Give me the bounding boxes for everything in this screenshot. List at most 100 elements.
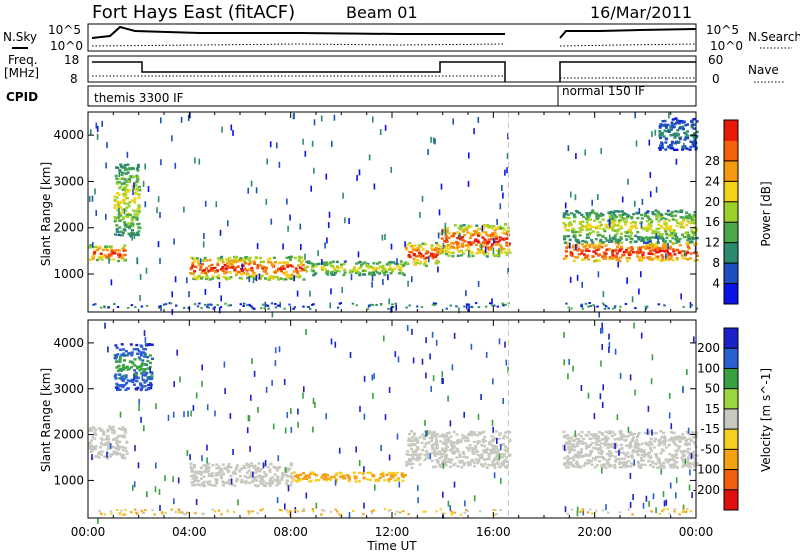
power-cell [468,249,472,252]
power-near-range-cell [567,306,570,309]
power-scatter-point [390,306,392,313]
velocity-cell [497,458,500,462]
power-near-range-cell [391,303,394,306]
velocity-cell [411,442,415,446]
power-cell [587,258,591,261]
power-cell [122,182,126,185]
velocity-cell [115,439,119,442]
power-cell [562,235,566,238]
power-scatter-point [341,287,343,293]
power-near-range-cell [420,306,424,309]
power-cell [213,266,217,270]
power-cell [627,257,631,260]
power-cell [675,235,679,239]
power-cell [643,241,646,244]
power-cell [566,213,570,216]
velocity-colorbar-tick-label: -50 [700,442,720,456]
velocity-cell [145,371,149,375]
velocity-scatter-point [629,502,632,508]
power-scatter-point [465,290,467,297]
velocity-colorbar-frame [723,327,739,511]
power-cell [297,276,301,279]
velocity-cell [411,454,415,458]
velocity-cell [458,461,462,464]
power-cell [130,219,134,222]
power-scatter-point [481,225,484,232]
velocity-scatter-point [284,503,286,510]
power-cell [635,211,639,215]
velocity-cell [231,472,235,475]
power-scatter-point [90,129,92,136]
power-cell [116,177,120,181]
velocity-cell [99,453,103,456]
power-colorbar-swatch [724,160,738,182]
velocity-scatter-point [138,405,140,411]
power-cell [588,245,592,249]
velocity-scatter-point [435,339,438,346]
power-cell [320,267,324,270]
power-scatter-point [668,112,670,119]
velocity-cell [435,438,438,442]
power-cell [660,144,664,148]
power-scatter-point [477,116,480,123]
velocity-cell [125,382,129,385]
power-cell [617,249,621,253]
noise-panel [87,23,697,52]
velocity-cell [215,463,219,466]
power-cell [372,273,376,277]
velocity-near-range-cell [153,513,156,516]
power-cell [439,245,442,248]
power-scatter-point [430,136,432,143]
velocity-cell [595,447,599,450]
velocity-cell [352,471,356,474]
velocity-near-range-cell [370,510,373,513]
power-cell [223,272,227,275]
power-cell [643,214,647,217]
cpid-segment-2: normal 150 IF [562,84,645,98]
velocity-cell [596,464,599,467]
power-near-range-cell [589,305,592,307]
velocity-cell [657,439,661,442]
power-cell [298,257,301,260]
velocity-scatter-point [601,343,603,350]
power-cell [595,214,599,217]
power-cell [597,248,601,251]
power-cell [356,271,360,274]
velocity-cell [496,450,500,453]
power-cell [399,266,403,270]
power-scatter-point [317,250,319,257]
velocity-cell [680,437,684,441]
velocity-cell [214,474,218,477]
velocity-cell [456,465,460,468]
velocity-cell [234,468,238,471]
power-cell [253,262,257,266]
power-cell [336,265,339,268]
power-near-range-cell [601,302,605,305]
power-cell [573,215,577,219]
velocity-cell [613,433,617,436]
power-cell [593,246,597,250]
power-cell [452,232,456,235]
power-cell [574,230,578,234]
velocity-colorbar-swatch [724,328,738,349]
power-cell [282,272,286,275]
velocity-scatter-point [262,462,265,469]
power-scatter-point [421,195,424,202]
power-cell [115,196,119,199]
power-scatter-point [452,118,454,125]
power-cell [691,140,695,144]
velocity-scatter-point [248,415,251,422]
power-cell [265,267,269,270]
power-scatter-point [504,169,506,176]
power-near-range-cell [592,304,595,307]
velocity-colorbar-tick-label: -200 [693,483,720,497]
velocity-cell [498,465,501,468]
power-near-range-cell [605,305,608,308]
power-near-range-cell [644,307,648,310]
power-cell [444,236,448,240]
power-cell [630,246,633,249]
power-cell [567,229,571,232]
velocity-near-range-cell [681,511,684,513]
velocity-scatter-point [601,467,603,474]
power-cell [589,218,592,221]
